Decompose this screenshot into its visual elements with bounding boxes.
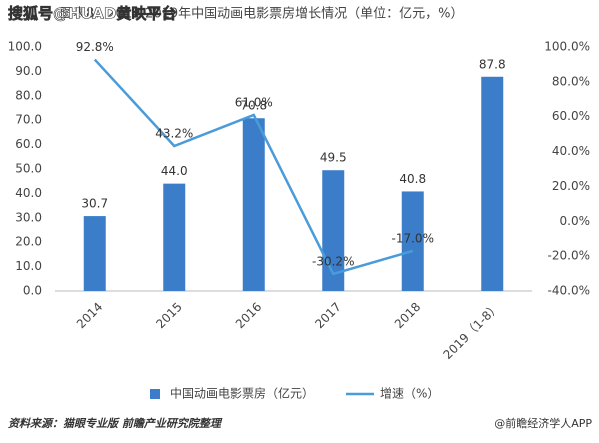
bar (481, 76, 504, 291)
bar-label: 49.5 (320, 151, 347, 165)
y-tick-label: 70.0 (15, 113, 42, 127)
y-tick-label: 30.0 (15, 210, 42, 224)
y-tick-label: 100.0 (8, 40, 42, 54)
y-tick-label: 10.0 (15, 259, 42, 273)
line-label: 43.2% (155, 126, 193, 140)
credit: @前瞻经济学人APP (494, 416, 592, 430)
bar-label: 87.8 (479, 57, 506, 71)
bar (401, 191, 424, 291)
y-tick-label: 80.0 (15, 88, 42, 102)
y2-tick-label: 0.0% (560, 214, 591, 228)
y2-tick-label: 40.0% (552, 144, 590, 158)
y2-tick-label: 20.0% (552, 179, 590, 193)
chart-title: 图表8：2014-2019年中国动画电影票房增长情况（单位：亿元，%） (60, 6, 463, 22)
line (93, 58, 414, 276)
y2-tick-label: 60.0% (552, 109, 590, 123)
y2-tick-label: 80.0% (552, 74, 590, 88)
bar (242, 118, 265, 291)
bar (163, 183, 186, 291)
bar-label: 30.7 (81, 197, 108, 211)
line-label: 61.0% (235, 95, 273, 109)
legend-label: 增速（%） (380, 387, 439, 401)
y2-tick-label: 100.0% (544, 40, 590, 54)
bar (83, 216, 106, 291)
source: 资料来源：猫眼专业版 前瞻产业研究院整理 (8, 417, 223, 430)
bar-label: 70.8 (240, 99, 267, 113)
y2-tick-label: -40.0% (548, 284, 590, 298)
y2-tick-label: -20.0% (548, 249, 590, 263)
line-label: -30.2% (312, 254, 354, 268)
y-tick-label: 0.0 (23, 284, 42, 298)
line-label: 92.8% (76, 40, 114, 54)
bar-label: 40.8 (399, 172, 426, 186)
watermark: 搜狐号@HUAD黄映平台 (8, 5, 176, 23)
y-tick-label: 60.0 (15, 137, 42, 151)
y-tick-label: 20.0 (15, 235, 42, 249)
y-tick-label: 40.0 (15, 186, 42, 200)
y-tick-label: 90.0 (15, 64, 42, 78)
bar-label: 44.0 (161, 164, 188, 178)
line-label: -17.0% (392, 231, 434, 245)
y-tick-label: 50.0 (15, 162, 42, 176)
legend-label: 中国动画电影票房（亿元） (170, 386, 314, 401)
legend-swatch (150, 389, 160, 399)
